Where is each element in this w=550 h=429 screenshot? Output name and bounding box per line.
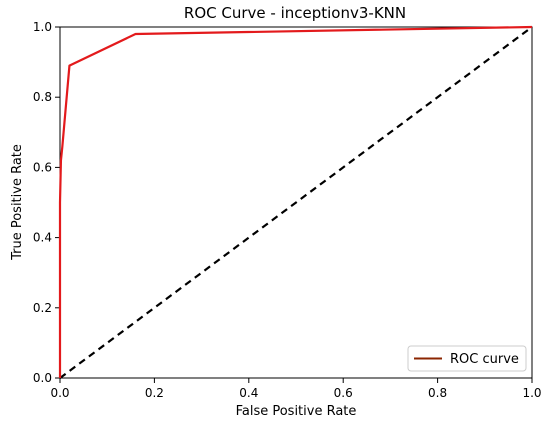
legend-box — [407, 345, 527, 372]
y-tick-label: 0.4 — [33, 231, 52, 245]
legend: ROC curve — [407, 345, 527, 372]
diagonal-reference-line — [59, 26, 533, 379]
legend-roc-label: ROC curve — [450, 352, 519, 367]
x-tick-label: 0.0 — [50, 386, 69, 400]
series-layer — [58, 25, 533, 379]
y-tick-label: 0.0 — [33, 371, 52, 385]
y-tick-label: 0.6 — [33, 160, 52, 174]
y-tick-label: 0.2 — [33, 301, 52, 315]
x-axis-ticks: 0.0 0.2 0.4 0.6 0.8 1.0 — [50, 378, 542, 400]
x-tick-label: 0.4 — [239, 386, 258, 400]
roc-curve-line — [58, 25, 533, 378]
x-tick-label: 0.2 — [145, 386, 164, 400]
plot-area: 0.0 0.2 0.4 0.6 0.8 1.0 0.0 0.2 0.4 0.6 0.8 1.0 — [33, 20, 542, 400]
chart-title: ROC Curve - inceptionv3-KNN — [184, 4, 406, 22]
y-tick-label: 1.0 — [33, 20, 52, 34]
y-axis-ticks: 0.0 0.2 0.4 0.6 0.8 1.0 — [33, 20, 60, 385]
x-tick-label: 0.6 — [334, 386, 353, 400]
x-tick-label: 0.8 — [428, 386, 447, 400]
x-tick-label: 1.0 — [522, 386, 541, 400]
y-axis-label: True Positive Rate — [10, 144, 25, 261]
x-axis-label: False Positive Rate — [236, 404, 357, 419]
y-tick-label: 0.8 — [33, 90, 52, 104]
